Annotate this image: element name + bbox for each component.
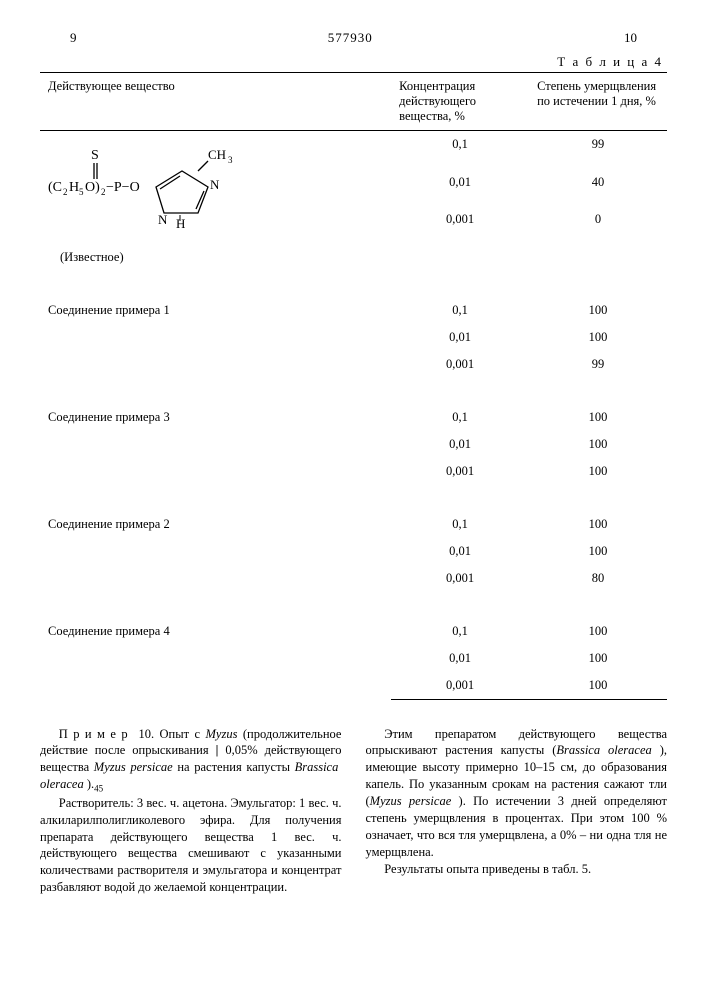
cell-mort: 100 — [529, 458, 667, 485]
svg-text:5: 5 — [79, 187, 84, 197]
cell-conc: 0,01 — [391, 324, 529, 351]
paragraph: Результаты опыта приведены в табл. 5. — [366, 861, 668, 878]
doc-number: 577930 — [328, 30, 373, 46]
row-label: Соединение примера 2 — [40, 511, 391, 592]
svg-text:−P−O: −P−O — [106, 180, 140, 195]
page-number-left: 9 — [70, 30, 77, 46]
table-body: S (C 2 H 5 O) 2 −P−O N — [40, 131, 667, 700]
cell-conc: 0,01 — [391, 431, 529, 458]
cell-mort: 100 — [529, 672, 667, 700]
cell-mort: 100 — [529, 404, 667, 431]
table-row: Соединение примера 2 0,1 100 — [40, 511, 667, 538]
cell-mort: 0 — [529, 206, 667, 243]
body-text: П р и м е р 10. Опыт с Myzus (продолжите… — [40, 726, 667, 897]
svg-text:2: 2 — [63, 187, 68, 197]
example-label: П р и м е р 10. — [59, 727, 154, 741]
cell-conc: 0,1 — [391, 297, 529, 324]
cell-conc: 0,1 — [391, 618, 529, 645]
cell-conc: 0,001 — [391, 206, 529, 243]
col-header-substance: Действующее вещество — [40, 73, 391, 131]
svg-text:N: N — [158, 212, 168, 227]
page-number-right: 10 — [624, 30, 637, 46]
cell-mort: 100 — [529, 324, 667, 351]
known-label: (Известное) — [40, 244, 391, 271]
cell-conc: 0,001 — [391, 672, 529, 700]
cell-conc: 0,1 — [391, 131, 529, 169]
paragraph: Растворитель: 3 вес. ч. ацетона. Эмульга… — [40, 795, 342, 896]
row-label: Соединение примера 3 — [40, 404, 391, 485]
table-row: Соединение примера 4 0,1 100 — [40, 618, 667, 645]
cell-mort: 99 — [529, 351, 667, 378]
page-header: 9 577930 10 — [40, 30, 667, 46]
cell-conc: 0,01 — [391, 169, 529, 206]
col-header-mortality: Степень умерщвления по истечении 1 дня, … — [529, 73, 667, 131]
line-number: 45 — [94, 784, 103, 794]
cell-mort: 100 — [529, 618, 667, 645]
col-header-concentration: Концентрация действующего вещества, % — [391, 73, 529, 131]
cell-mort: 100 — [529, 431, 667, 458]
data-table: Действующее вещество Концентрация действ… — [40, 72, 667, 700]
cell-mort: 40 — [529, 169, 667, 206]
left-column: П р и м е р 10. Опыт с Myzus (продолжите… — [40, 726, 342, 897]
svg-text:O): O) — [85, 180, 100, 195]
paragraph: П р и м е р 10. Опыт с Myzus (продолжите… — [40, 726, 342, 795]
cell-conc: 0,01 — [391, 645, 529, 672]
svg-text:S: S — [91, 148, 99, 163]
svg-text:CH: CH — [208, 147, 226, 162]
row-label: Соединение примера 1 — [40, 297, 391, 378]
table-row: (Известное) — [40, 244, 667, 271]
cell-mort: 100 — [529, 538, 667, 565]
svg-text:3: 3 — [228, 155, 233, 165]
cell-conc: 0,1 — [391, 404, 529, 431]
table-row: Соединение примера 1 0,1 100 — [40, 297, 667, 324]
cell-conc: 0,01 — [391, 538, 529, 565]
chemical-structure: S (C 2 H 5 O) 2 −P−O N — [48, 137, 383, 238]
table-row: Соединение примера 3 0,1 100 — [40, 404, 667, 431]
cell-mort: 100 — [529, 645, 667, 672]
cell-mort: 99 — [529, 131, 667, 169]
cell-conc: 0,001 — [391, 565, 529, 592]
table-caption: Т а б л и ц а 4 — [40, 54, 667, 70]
cell-mort: 100 — [529, 511, 667, 538]
svg-text:2: 2 — [101, 187, 106, 197]
table-row: S (C 2 H 5 O) 2 −P−O N — [40, 131, 667, 169]
cell-conc: 0,1 — [391, 511, 529, 538]
right-column: Этим препаратом действующего вещества оп… — [366, 726, 668, 897]
svg-text:N: N — [210, 177, 220, 192]
svg-text:H: H — [69, 180, 79, 195]
cell-conc: 0,001 — [391, 458, 529, 485]
cell-mort: 100 — [529, 297, 667, 324]
paragraph: Этим препаратом действующего вещества оп… — [366, 726, 668, 861]
cell-mort: 80 — [529, 565, 667, 592]
svg-text:(C: (C — [48, 180, 62, 195]
row-label: Соединение примера 4 — [40, 618, 391, 700]
cell-conc: 0,001 — [391, 351, 529, 378]
svg-text:H: H — [176, 216, 185, 229]
